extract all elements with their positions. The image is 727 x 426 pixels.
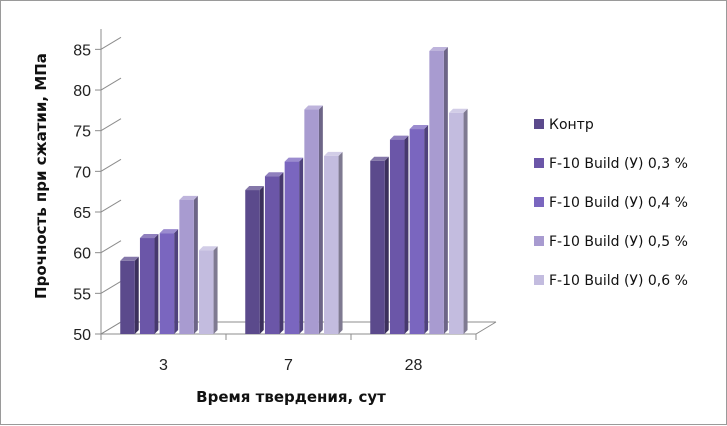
bar-side — [463, 108, 468, 334]
bar-top — [449, 108, 468, 113]
x-axis-ticks: 3 7 28 — [100, 334, 477, 374]
bar-front — [179, 199, 194, 334]
legend-swatch — [534, 119, 544, 129]
bar-side — [318, 105, 323, 334]
bar-top — [199, 246, 218, 251]
bar-top — [120, 256, 139, 261]
bar-top — [245, 186, 264, 191]
bar-top — [389, 135, 409, 140]
bar-front — [324, 155, 339, 334]
bar — [389, 135, 409, 334]
bar-front — [449, 112, 464, 334]
bar-top — [139, 234, 159, 239]
legend-label: F-10 Build (У) 0,3 % — [549, 156, 688, 172]
bar-top — [159, 229, 179, 234]
bar-front — [389, 139, 405, 334]
y-tick-label: 70 — [73, 164, 91, 181]
bar-side — [299, 157, 304, 334]
bar — [245, 186, 264, 334]
x-tick-label: 28 — [405, 357, 423, 374]
bar — [429, 46, 448, 334]
bars — [120, 46, 468, 335]
bar-side — [338, 151, 343, 334]
y-tick-label: 60 — [73, 246, 91, 263]
y-tick-label: 50 — [73, 327, 91, 344]
bar-top — [284, 157, 304, 162]
bar-top — [304, 105, 323, 110]
bar-top — [179, 195, 198, 200]
y-tick-diagonal — [100, 280, 122, 294]
bar — [304, 105, 323, 334]
bar — [284, 157, 304, 334]
legend-label: F-10 Build (У) 0,6 % — [549, 273, 688, 289]
bar-side — [384, 156, 389, 334]
bar-front — [370, 160, 385, 334]
y-tick-label: 85 — [73, 42, 91, 59]
bar-front — [199, 250, 214, 334]
bar-top — [324, 151, 343, 156]
bar — [199, 246, 218, 334]
bar-top — [264, 172, 284, 177]
legend-swatch — [534, 197, 544, 207]
bar-side — [279, 172, 284, 334]
bar — [120, 256, 139, 334]
y-tick-diagonal — [100, 158, 122, 172]
legend-label: F-10 Build (У) 0,4 % — [549, 195, 688, 211]
legend-label: Контр — [549, 117, 594, 133]
bar-side — [134, 256, 139, 334]
bar-side — [213, 246, 218, 334]
y-axis-ticks: 50 55 60 65 70 75 80 85 — [73, 36, 122, 344]
y-tick-label: 55 — [73, 286, 91, 303]
bar — [139, 234, 159, 334]
y-tick-label: 80 — [73, 83, 91, 100]
bar-front — [284, 161, 300, 334]
bar-front — [139, 238, 155, 334]
bar — [449, 108, 468, 334]
y-axis-title: Прочность при сжатии, МПа — [32, 53, 50, 299]
bar-front — [409, 129, 425, 334]
y-tick-diagonal — [100, 118, 122, 132]
bar-top — [409, 125, 429, 130]
bar-side — [404, 135, 409, 334]
legend-swatch — [534, 275, 544, 285]
bar-top — [370, 156, 389, 161]
legend-swatch — [534, 158, 544, 168]
bar — [264, 172, 284, 334]
bar-top — [429, 46, 448, 51]
bar-front — [245, 190, 260, 334]
bar-front — [159, 233, 175, 334]
bar-front — [429, 50, 444, 334]
y-tick-diagonal — [100, 77, 122, 91]
bar — [159, 229, 179, 334]
bar-front — [264, 176, 280, 334]
y-tick-diagonal — [100, 240, 122, 254]
bar-side — [424, 125, 429, 335]
x-tick-label: 3 — [159, 357, 168, 374]
y-tick-label: 75 — [73, 124, 91, 141]
y-tick-diagonal — [100, 199, 122, 213]
bar-front — [304, 109, 319, 334]
legend-swatch — [534, 236, 544, 246]
bar — [409, 125, 429, 335]
bar-front — [120, 260, 135, 334]
bar-side — [193, 195, 198, 334]
bar-side — [154, 234, 159, 334]
x-tick-label: 7 — [284, 357, 293, 374]
bar-side — [443, 46, 448, 334]
y-tick-diagonal — [100, 36, 122, 50]
x-axis-title: Время твердения, сут — [196, 388, 386, 406]
legend: Контр F-10 Build (У) 0,3 % F-10 Build (У) … — [534, 117, 688, 289]
bar — [324, 151, 343, 334]
y-tick-diagonal — [100, 321, 122, 335]
y-tick-label: 65 — [73, 205, 91, 222]
bar-side — [174, 229, 179, 334]
legend-label: F-10 Build (У) 0,5 % — [549, 234, 688, 250]
bar — [370, 156, 389, 334]
bar-side — [259, 186, 264, 334]
bar — [179, 195, 198, 334]
